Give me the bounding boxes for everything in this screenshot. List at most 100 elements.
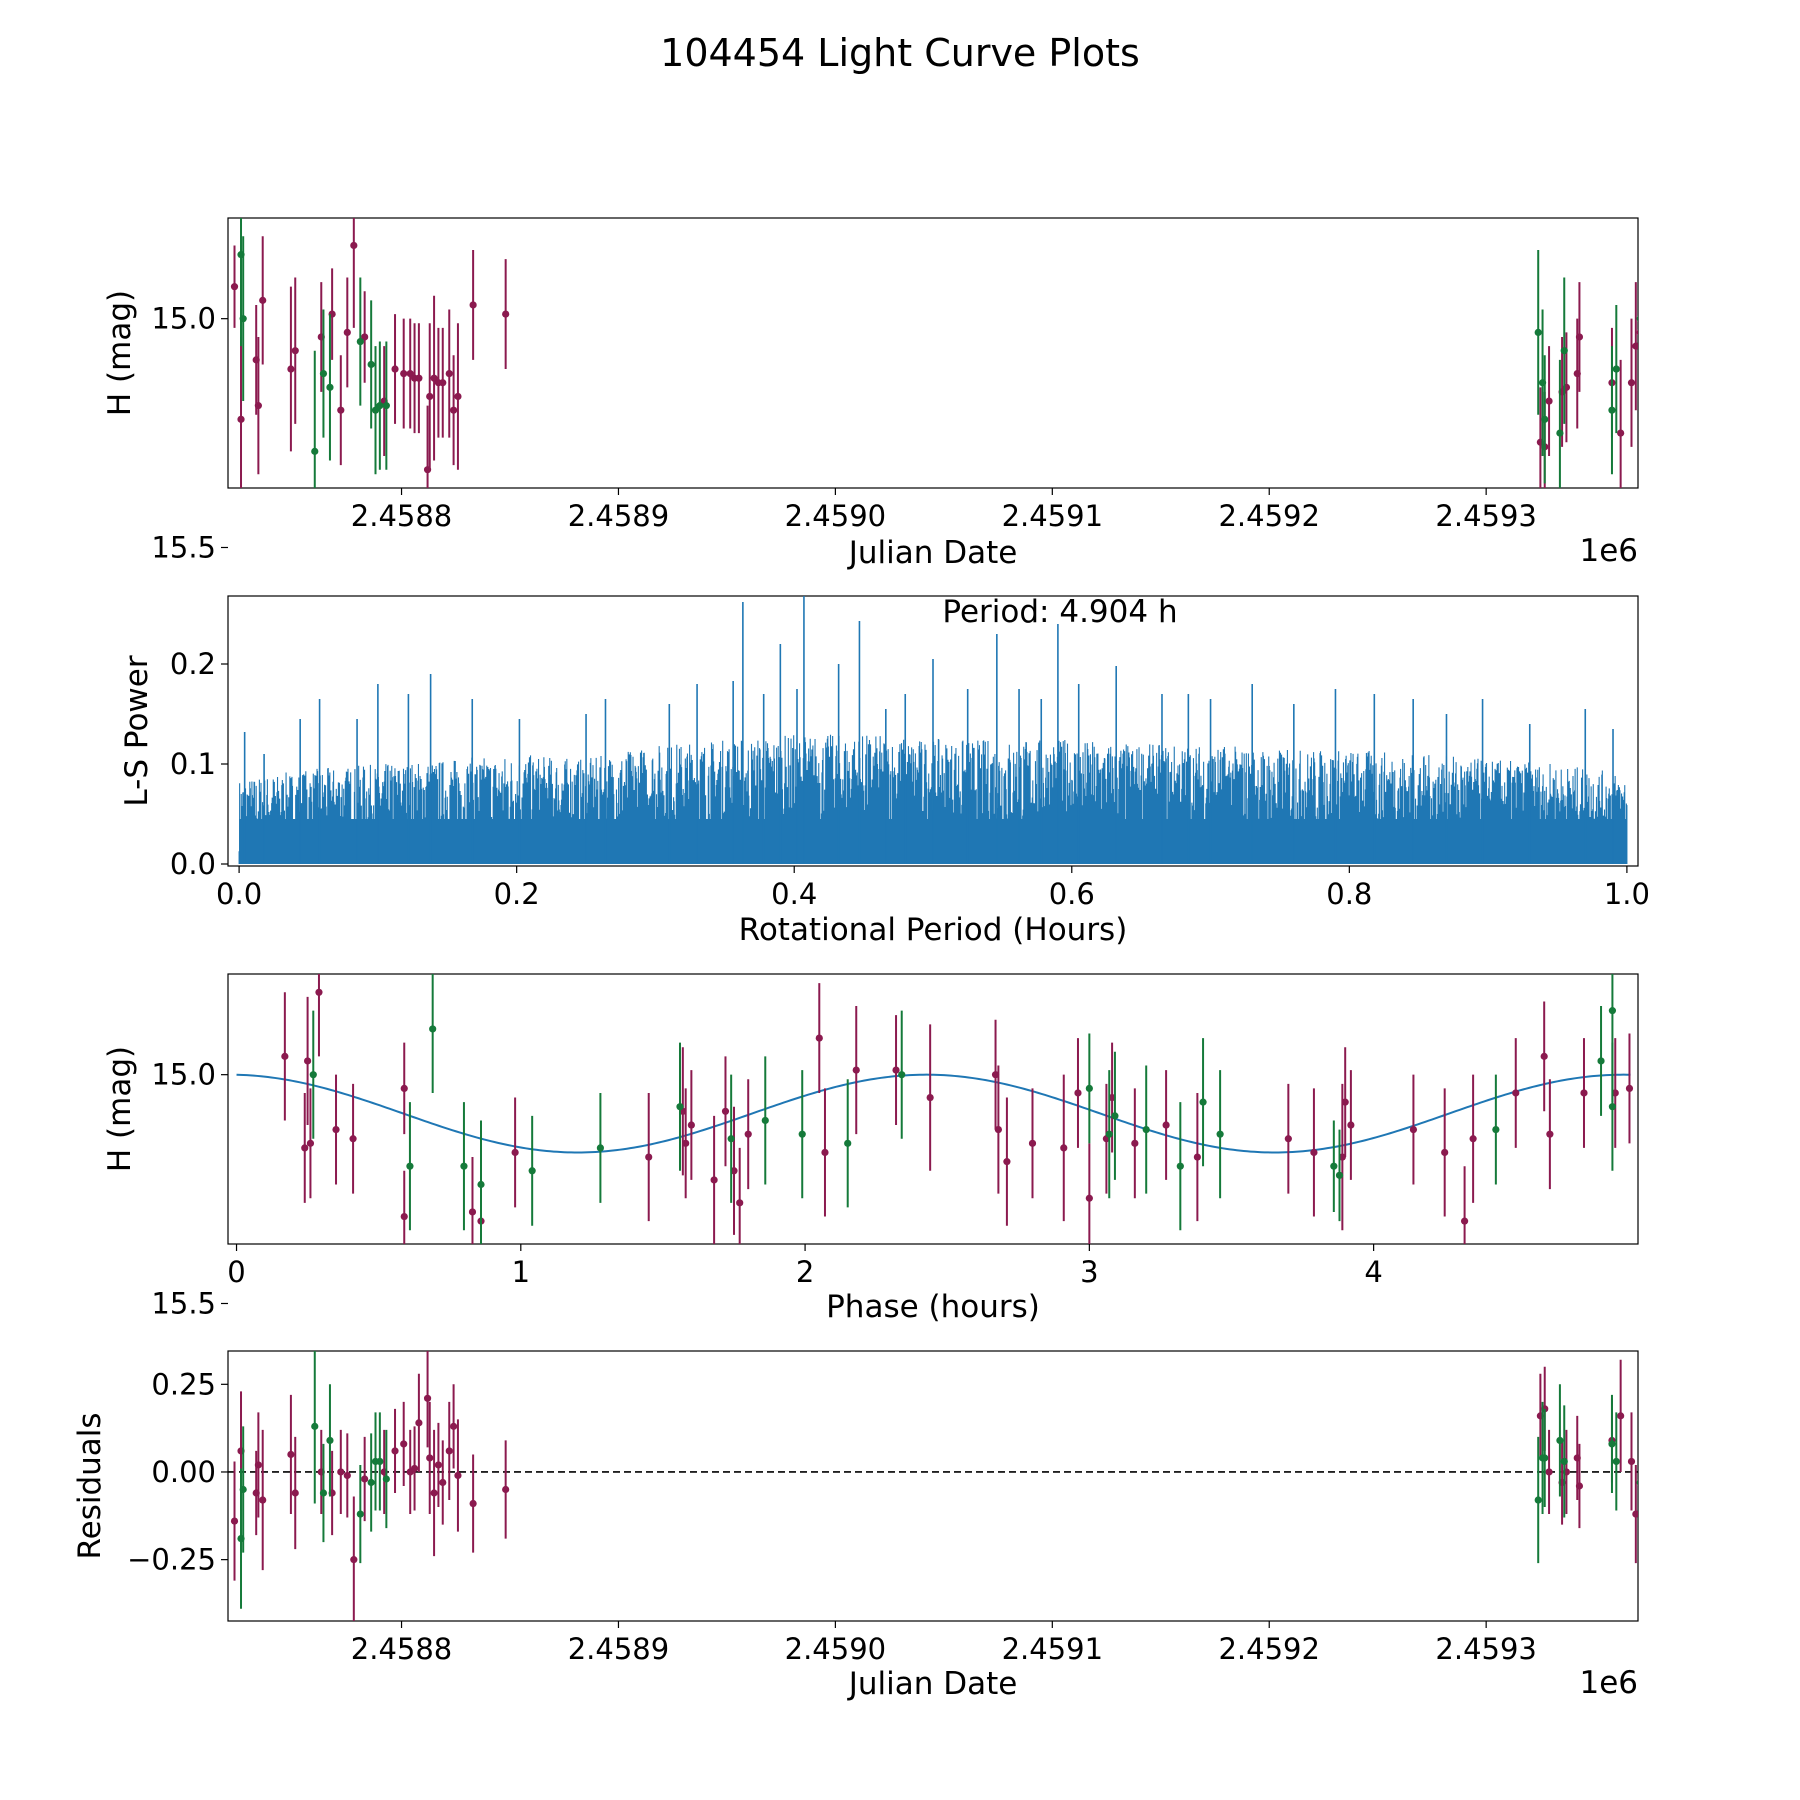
residuals-point <box>376 1457 384 1466</box>
phased-point <box>1611 1089 1619 1097</box>
residuals-point <box>430 1489 438 1497</box>
phased-point <box>1085 1194 1093 1202</box>
residuals-point <box>230 1517 239 1525</box>
residuals-point <box>1627 1457 1636 1466</box>
panel-periodogram: 0.0 0.2 0.4 0.6 0.8 1.0 0.0 0.1 0.2 Period: 4.90… <box>119 594 1650 948</box>
lightcurve-point <box>291 347 299 355</box>
lightcurve-point <box>361 333 369 341</box>
panel-phased: 0 1 2 3 4 15.0 15.5 Phase (hours) H (mag) <box>102 973 1639 1325</box>
phased-point <box>1028 1139 1037 1147</box>
periodogram-ytick-label: 0.1 <box>170 747 216 781</box>
lightcurve-point <box>391 365 399 373</box>
lightcurve-point <box>311 447 319 455</box>
phased-point <box>468 1208 477 1216</box>
residuals-xtick-label: 2.4591 <box>1002 1632 1103 1666</box>
phased-point <box>1162 1121 1170 1129</box>
phased-frame <box>227 973 1639 1245</box>
residuals-point <box>415 1419 423 1427</box>
figure-title: 104454 Light Curve Plots <box>660 31 1140 75</box>
periodogram-ytick-label: 0.0 <box>170 847 216 881</box>
phased-point <box>1338 1153 1346 1161</box>
lightcurve-xtick-label: 2.4592 <box>1218 499 1319 533</box>
phased-xtick-label: 0 <box>227 1255 245 1289</box>
phased-point <box>1597 1057 1605 1065</box>
phased-model-curve <box>236 1073 1631 1154</box>
phased-point <box>676 1103 684 1111</box>
phased-point <box>1608 1103 1617 1111</box>
phased-point <box>844 1139 852 1147</box>
lightcurve-frame <box>227 217 1639 489</box>
phased-point <box>898 1071 906 1079</box>
phased-point <box>306 1139 315 1147</box>
residuals-point <box>287 1450 295 1459</box>
phased-point <box>744 1130 752 1138</box>
lightcurve-point <box>254 402 262 410</box>
lightcurve-point <box>400 369 408 378</box>
phased-point <box>1085 1084 1093 1093</box>
residuals-point <box>1636 1479 1638 1486</box>
phased-point <box>1512 1089 1520 1097</box>
phased-point <box>1441 1148 1449 1157</box>
phased-point <box>1492 1125 1500 1134</box>
periodogram-frame <box>227 595 1639 867</box>
residuals-markers <box>230 1351 1638 1621</box>
phased-point <box>1310 1148 1318 1157</box>
phased-plot-area: 0 1 2 3 4 15.0 15.5 <box>151 974 1634 1320</box>
lightcurve-xtick-label: 2.4591 <box>1002 499 1103 533</box>
residuals-ylabel: Residuals <box>72 1412 108 1559</box>
phased-point <box>400 1212 408 1221</box>
residuals-point <box>259 1496 267 1504</box>
phased-point <box>528 1167 536 1175</box>
phased-point <box>1341 1098 1349 1106</box>
phased-point <box>1131 1139 1139 1147</box>
phased-point <box>1330 1162 1338 1170</box>
residuals-point <box>1612 1457 1620 1466</box>
phased-xtick-label: 1 <box>512 1255 530 1289</box>
periodogram-xtick-label: 0.2 <box>494 877 540 911</box>
residuals-xtick-label: 2.4588 <box>351 1632 452 1666</box>
phased-point <box>710 1176 718 1184</box>
residuals-point <box>400 1440 408 1448</box>
residuals-point <box>1608 1440 1616 1448</box>
phased-point <box>994 1125 1002 1134</box>
phased-point <box>1176 1162 1184 1170</box>
residuals-point <box>367 1478 375 1487</box>
period-annotation: Period: 4.904 h <box>942 594 1177 630</box>
lightcurve-point <box>415 374 423 382</box>
phased-point <box>730 1167 738 1175</box>
phased-point <box>1409 1125 1418 1134</box>
lightcurve-offset-label: 1e6 <box>1579 533 1638 569</box>
phased-point <box>682 1139 690 1147</box>
phased-xlabel: Phase (hours) <box>826 1289 1040 1325</box>
lightcurve-point <box>230 283 239 291</box>
phased-point <box>1108 1093 1116 1102</box>
lightcurve-point <box>469 301 477 309</box>
periodogram-xlabel: Rotational Period (Hours) <box>739 912 1128 948</box>
residuals-point <box>1556 1436 1564 1445</box>
phased-point <box>892 1066 900 1074</box>
phased-point <box>281 1052 289 1060</box>
periodogram-xtick-label: 0.6 <box>1049 877 1095 911</box>
panel-residuals: 2.4588 2.4589 2.4590 2.4591 2.4592 2.4593 −0.2… <box>72 1350 1639 1702</box>
phased-point <box>821 1148 829 1157</box>
residuals-point <box>291 1489 299 1497</box>
residuals-point <box>445 1447 453 1455</box>
phased-point <box>1074 1089 1082 1097</box>
phased-xtick-label: 4 <box>1364 1255 1382 1289</box>
phased-point <box>1111 1112 1119 1120</box>
phased-point <box>1142 1125 1150 1134</box>
lightcurve-xtick-label: 2.4590 <box>785 499 886 533</box>
lightcurve-point <box>1534 328 1542 337</box>
residuals-point <box>391 1447 399 1455</box>
phased-point <box>1003 1158 1011 1166</box>
phased-point <box>1199 1098 1207 1106</box>
residuals-point <box>239 1485 247 1494</box>
periodogram-ylabel: L-S Power <box>119 655 155 806</box>
lightcurve-point <box>1612 365 1620 373</box>
residuals-point <box>382 1475 390 1483</box>
residuals-point <box>1575 1482 1584 1490</box>
residuals-point <box>434 1461 443 1469</box>
residuals-point <box>439 1478 447 1487</box>
lightcurve-ytick-label: 15.5 <box>151 530 216 564</box>
panel-lightcurve: 2.4588 2.4589 2.4590 2.4591 2.4592 2.4593 15.0… <box>102 217 1639 571</box>
